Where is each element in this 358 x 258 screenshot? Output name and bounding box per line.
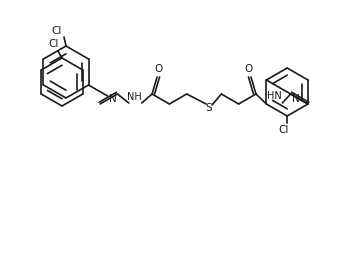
- Text: N: N: [292, 94, 300, 104]
- Text: Cl: Cl: [52, 26, 62, 36]
- Text: N: N: [108, 94, 116, 104]
- Text: NH: NH: [127, 92, 142, 102]
- Text: O: O: [245, 64, 253, 74]
- Text: Cl: Cl: [49, 39, 59, 49]
- Text: S: S: [206, 103, 212, 113]
- Text: Cl: Cl: [278, 125, 288, 135]
- Text: O: O: [154, 64, 162, 74]
- Text: HN: HN: [267, 91, 282, 101]
